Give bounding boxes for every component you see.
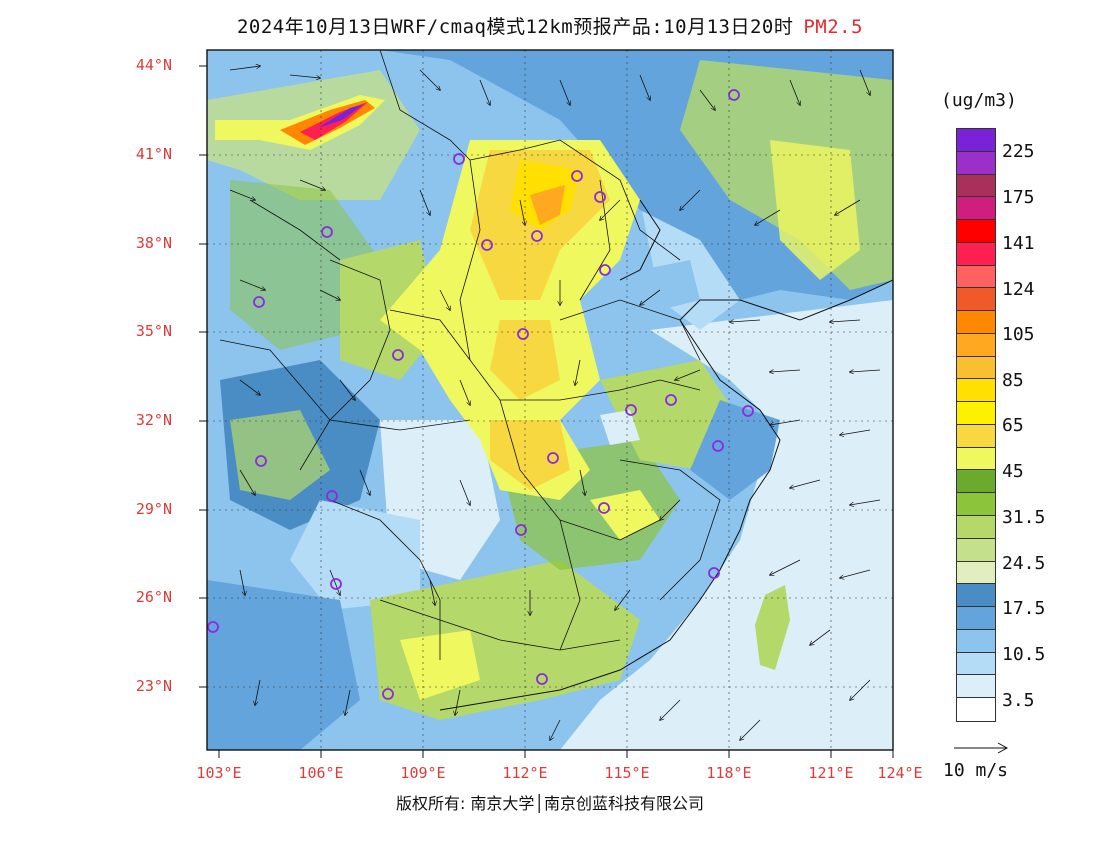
colorbar-swatch bbox=[957, 629, 995, 653]
copyright: 版权所有: 南京大学│南京创蓝科技有限公司 bbox=[395, 794, 705, 813]
colorbar-level: 65 bbox=[1002, 415, 1024, 436]
lon-label: 118°E bbox=[706, 764, 752, 782]
colorbar-level: 31.5 bbox=[1002, 507, 1046, 528]
lat-label: 26°N bbox=[135, 588, 172, 606]
lon-label: 109°E bbox=[400, 764, 446, 782]
colorbar-level: 3.5 bbox=[1002, 690, 1035, 711]
lat-label: 44°N bbox=[135, 56, 172, 74]
lon-label: 103°E bbox=[196, 764, 242, 782]
colorbar-units: (ug/m3) bbox=[941, 90, 1017, 111]
colorbar-swatch bbox=[957, 561, 995, 585]
colorbar-swatch bbox=[957, 288, 995, 312]
colorbar-swatch bbox=[957, 197, 995, 221]
colorbar-level: 124 bbox=[1002, 279, 1035, 300]
colorbar-swatch bbox=[957, 379, 995, 403]
colorbar-level: 225 bbox=[1002, 141, 1035, 162]
colorbar-swatch bbox=[957, 447, 995, 471]
colorbar-swatch bbox=[957, 333, 995, 357]
colorbar-swatch bbox=[957, 516, 995, 539]
lat-label: 35°N bbox=[135, 322, 172, 340]
lon-label: 112°E bbox=[502, 764, 548, 782]
colorbar-swatch bbox=[957, 652, 995, 676]
colorbar-level: 85 bbox=[1002, 370, 1024, 391]
colorbar-swatch bbox=[957, 538, 995, 562]
lon-label: 121°E bbox=[808, 764, 854, 782]
lat-label: 29°N bbox=[135, 500, 172, 518]
colorbar-swatch bbox=[957, 607, 995, 630]
lon-label: 106°E bbox=[298, 764, 344, 782]
lon-label: 124°E bbox=[877, 764, 923, 782]
title-text: 2024年10月13日WRF/cmaq模式12km预报产品:10月13日20时 bbox=[236, 16, 794, 38]
colorbar-swatch bbox=[957, 174, 995, 198]
map-title: 2024年10月13日WRF/cmaq模式12km预报产品:10月13日20时 P… bbox=[0, 12, 1100, 39]
colorbar-level: 175 bbox=[1002, 187, 1035, 208]
colorbar-swatch bbox=[957, 470, 995, 494]
lat-label: 32°N bbox=[135, 411, 172, 429]
lat-label: 23°N bbox=[135, 677, 172, 695]
map-frame bbox=[206, 49, 894, 751]
lon-label: 115°E bbox=[604, 764, 650, 782]
colorbar-swatch bbox=[957, 220, 995, 243]
colorbar-swatch bbox=[957, 698, 995, 721]
colorbar-swatch bbox=[957, 424, 995, 448]
colorbar-swatch bbox=[957, 242, 995, 266]
colorbar-level: 10.5 bbox=[1002, 644, 1046, 665]
wind-reference-arrow-icon bbox=[954, 742, 1009, 754]
colorbar-swatch bbox=[957, 265, 995, 289]
colorbar-swatch bbox=[957, 584, 995, 608]
colorbar-swatch bbox=[957, 311, 995, 334]
pollutant-label: PM2.5 bbox=[803, 16, 864, 38]
colorbar-swatch bbox=[957, 151, 995, 175]
colorbar bbox=[956, 128, 996, 722]
colorbar-level: 105 bbox=[1002, 324, 1035, 345]
colorbar-swatch bbox=[957, 402, 995, 425]
colorbar-swatch bbox=[957, 493, 995, 517]
colorbar-level: 17.5 bbox=[1002, 598, 1046, 619]
wind-reference-label: 10 m/s bbox=[943, 760, 1009, 781]
colorbar-swatch bbox=[957, 675, 995, 699]
colorbar-level: 141 bbox=[1002, 233, 1035, 254]
colorbar-level: 45 bbox=[1002, 461, 1024, 482]
colorbar-swatch bbox=[957, 129, 995, 152]
colorbar-swatch bbox=[957, 356, 995, 380]
colorbar-level: 24.5 bbox=[1002, 553, 1046, 574]
lat-label: 38°N bbox=[135, 234, 172, 252]
pm25-field bbox=[207, 50, 893, 750]
lat-label: 41°N bbox=[135, 145, 172, 163]
